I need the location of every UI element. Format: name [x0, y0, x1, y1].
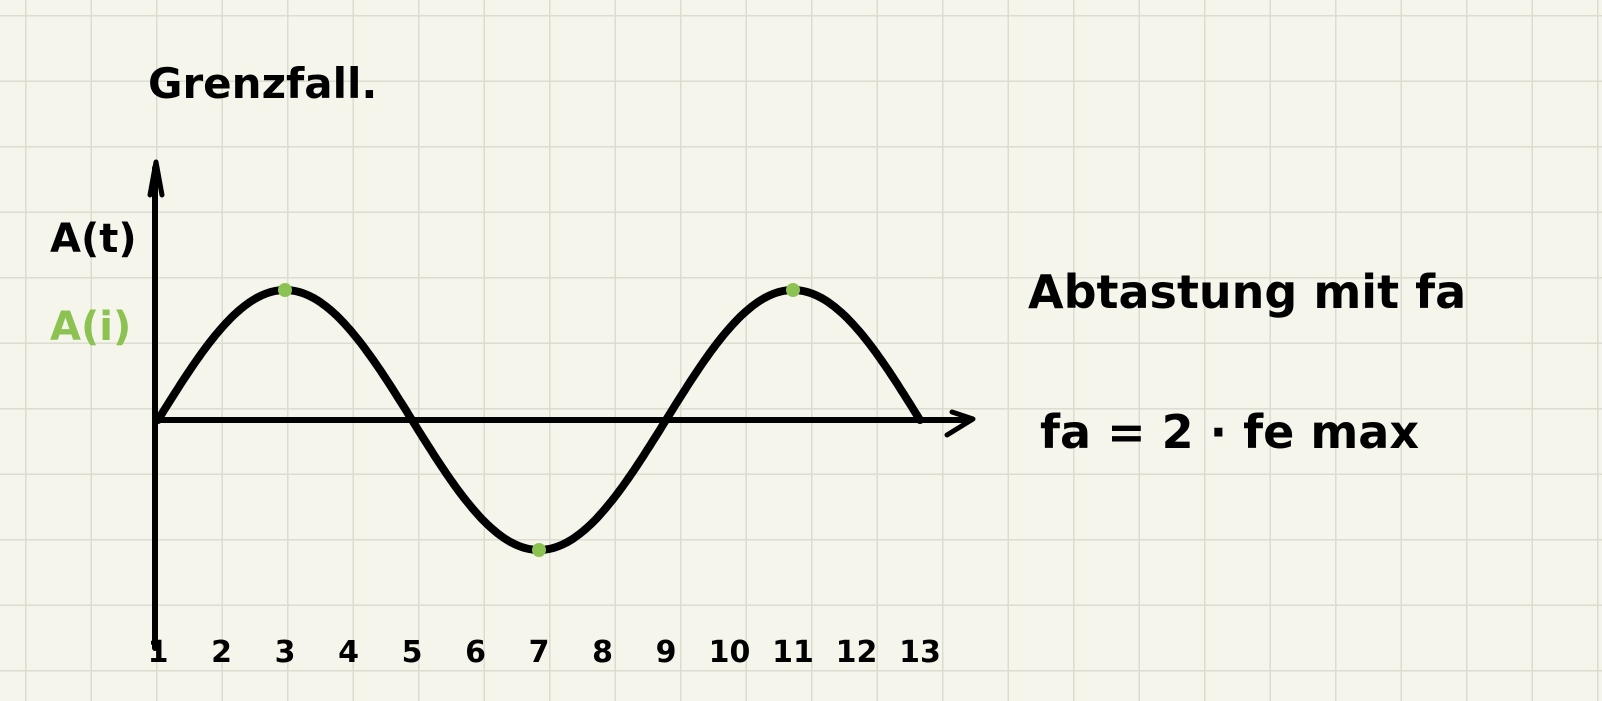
x-tick-label: 12 [836, 635, 878, 670]
x-tick-label: 5 [402, 635, 423, 670]
x-tick-label: 13 [899, 635, 941, 670]
x-axis-arrowhead [944, 409, 976, 438]
sample-label: A(i) [50, 304, 131, 350]
x-tick-label: 8 [592, 635, 613, 670]
x-tick-label: 11 [772, 635, 814, 670]
x-tick-label: 4 [338, 635, 359, 670]
note-line-1: Abtastung mit fa [1028, 265, 1466, 319]
sample-point-3 [786, 283, 800, 297]
x-tick-label: 10 [709, 635, 751, 670]
y-axis-arrowhead [147, 159, 165, 198]
x-tick-label: 3 [275, 635, 296, 670]
x-tick-label: 7 [529, 635, 550, 670]
sample-point-1 [278, 283, 292, 297]
x-tick-label: 6 [465, 635, 486, 670]
sample-point-2 [532, 543, 546, 557]
diagram-title: Grenzfall. [148, 59, 377, 108]
sample-points [278, 283, 800, 557]
x-tick-label: 1 [148, 635, 169, 670]
x-tick-label: 9 [656, 635, 677, 670]
x-tick-label: 2 [211, 635, 232, 670]
note-line-2: fa = 2 · fe max [1040, 405, 1419, 459]
y-axis-label: A(t) [50, 216, 137, 262]
x-tick-labels: 1 2 3 4 5 6 7 8 9 10 11 12 13 [148, 635, 941, 670]
